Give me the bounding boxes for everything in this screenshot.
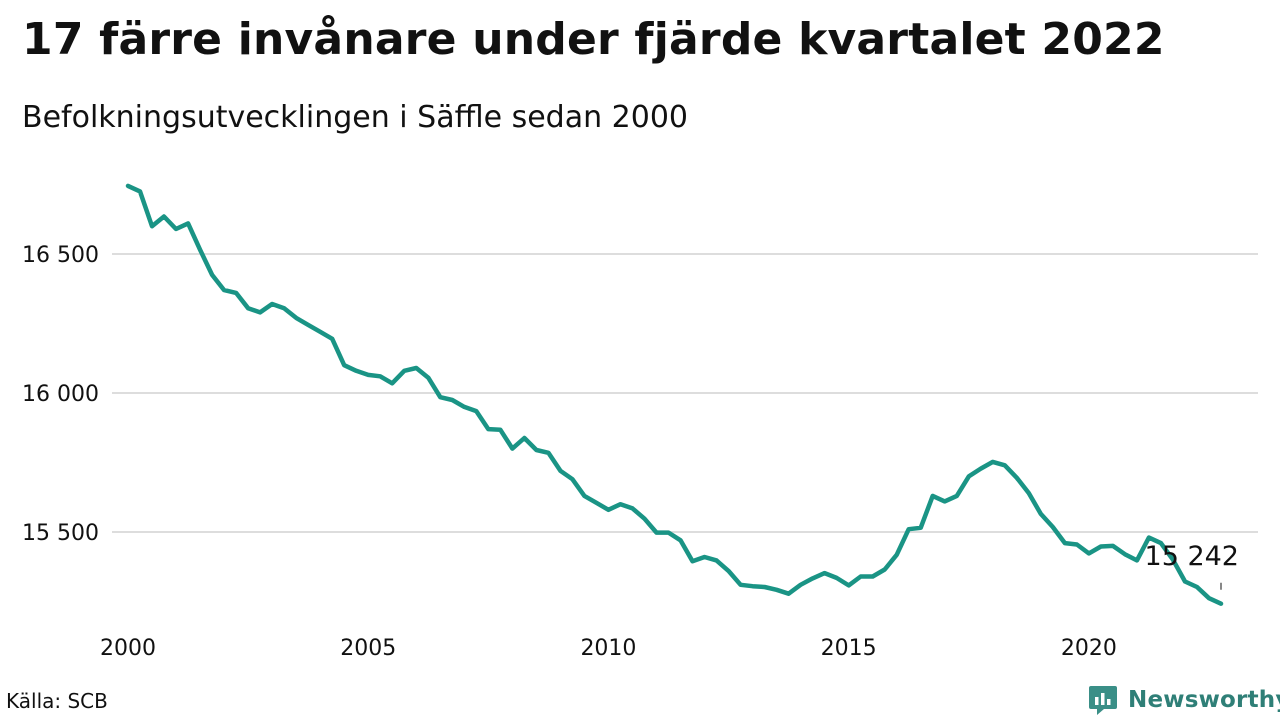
y-tick-label: 15 500 <box>22 521 99 546</box>
y-tick-label: 16 000 <box>22 382 99 407</box>
brand-logo[interactable]: Newsworthy <box>1088 684 1280 716</box>
brand-name: Newsworthy <box>1128 687 1280 713</box>
end-value-label: 15 242 <box>1145 541 1239 572</box>
source-note: Källa: SCB <box>6 689 108 713</box>
grid-lines <box>112 253 1258 533</box>
y-tick-label: 16 500 <box>22 243 99 268</box>
annotation-layer: 15 242 <box>1145 541 1239 590</box>
chart-subtitle: Befolkningsutvecklingen i Säffle sedan 2… <box>22 100 688 135</box>
population-series-line <box>125 183 1224 606</box>
x-tick-label: 2010 <box>580 636 636 661</box>
newsworthy-chart-icon <box>1089 686 1117 715</box>
x-tick-label: 2015 <box>821 636 877 661</box>
axis-tick-labels: 15 500 16 000 16 500 2000 2005 2010 2015 2020 <box>22 243 1117 661</box>
x-tick-label: 2000 <box>100 636 156 661</box>
series-layer <box>125 183 1224 606</box>
x-tick-label: 2020 <box>1061 636 1117 661</box>
x-tick-label: 2005 <box>340 636 396 661</box>
chart-title: 17 färre invånare under fjärde kvartalet… <box>22 14 1165 65</box>
